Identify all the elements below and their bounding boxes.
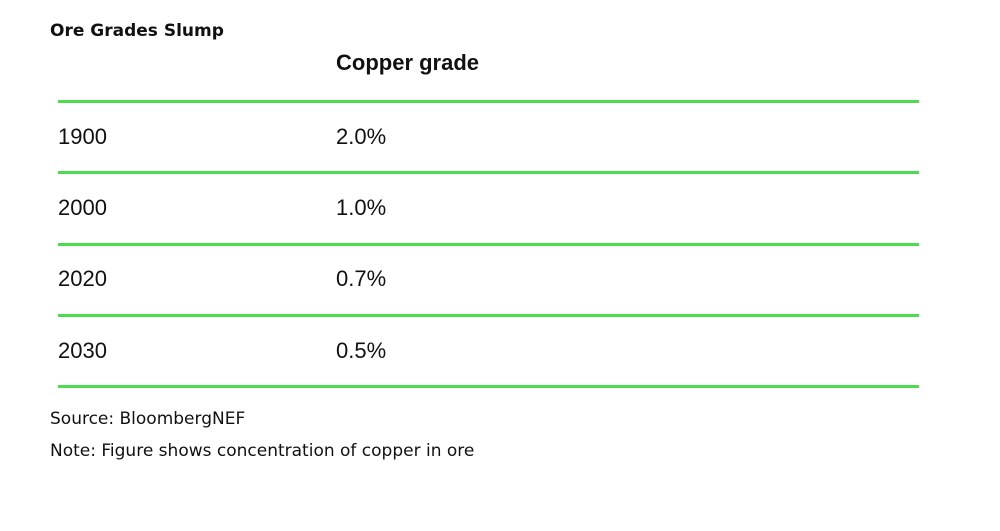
row-rule bbox=[58, 100, 919, 103]
source: Source: BloombergNEF bbox=[50, 409, 246, 429]
year-cell: 2030 bbox=[58, 337, 107, 363]
column-header: Copper grade bbox=[336, 50, 480, 75]
row-rule bbox=[58, 242, 919, 246]
grade-cell: 2.0% bbox=[336, 123, 387, 149]
row-rule bbox=[58, 313, 919, 317]
note: Note: Figure shows concentration of copp… bbox=[50, 441, 475, 461]
row-rule bbox=[58, 171, 919, 175]
row-rule bbox=[58, 385, 919, 389]
grade-cell: 1.0% bbox=[336, 194, 387, 220]
grade-cell: 0.5% bbox=[336, 337, 387, 363]
grade-cell: 0.7% bbox=[336, 266, 387, 292]
year-cell: 1900 bbox=[58, 123, 107, 149]
year-cell: 2000 bbox=[58, 194, 107, 220]
title: Ore Grades Slump bbox=[50, 21, 224, 41]
year-cell: 2020 bbox=[58, 266, 107, 292]
